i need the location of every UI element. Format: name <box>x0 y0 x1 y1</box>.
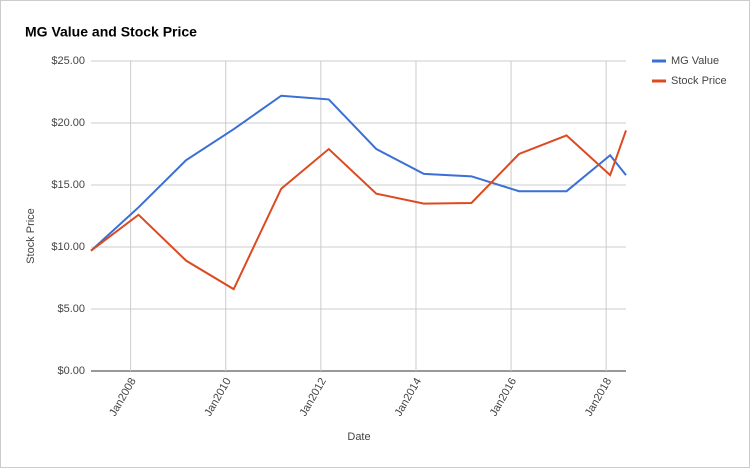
series-line <box>90 94 627 252</box>
x-axis-title: Date <box>347 431 370 443</box>
chart-title: MG Value and Stock Price <box>25 24 197 40</box>
y-tick-label: $25.00 <box>51 55 85 67</box>
y-tick-label: $15.00 <box>51 179 85 191</box>
y-tick-label: $20.00 <box>51 117 85 129</box>
series-line <box>90 130 627 291</box>
y-tick-label: $10.00 <box>51 241 85 253</box>
y-axis-title: Stock Price <box>25 208 37 264</box>
y-tick-label: $5.00 <box>57 303 85 315</box>
legend-label: MG Value <box>671 55 719 67</box>
y-tick-label: $0.00 <box>57 365 85 377</box>
legend-label: Stock Price <box>671 75 727 87</box>
